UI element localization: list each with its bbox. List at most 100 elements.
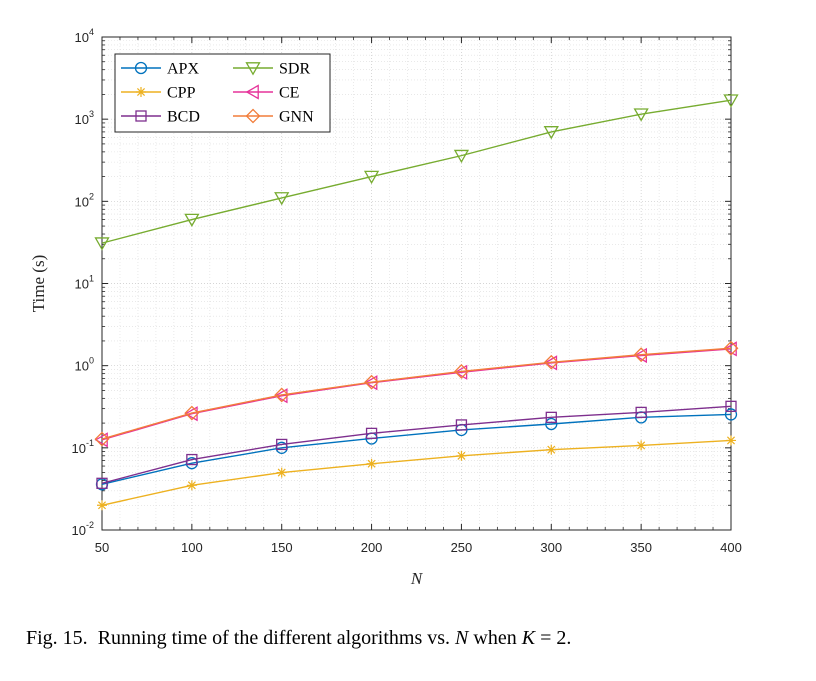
y-tick-label: 102 — [75, 191, 94, 209]
caption-var-n: N — [455, 627, 469, 649]
y-tick-exponent: 4 — [89, 27, 94, 37]
series — [94, 94, 739, 511]
data-point — [723, 94, 739, 108]
data-point — [94, 237, 110, 251]
legend: APX CPP BCD SDR CE GNN — [114, 53, 331, 133]
y-tick-base: 10 — [75, 277, 89, 292]
series-apx — [95, 408, 738, 491]
data-point — [636, 440, 647, 451]
y-tick-exponent: 1 — [89, 274, 94, 284]
data-point — [276, 438, 288, 451]
data-point — [245, 84, 259, 100]
data-point — [134, 61, 148, 75]
x-tick-label: 400 — [720, 540, 742, 555]
caption-var-k: K — [521, 627, 536, 649]
data-point — [96, 477, 108, 489]
y-tick-exponent: 2 — [89, 191, 94, 201]
y-tick-base: 10 — [72, 441, 86, 456]
y-axis-label: Time (s) — [29, 255, 48, 312]
data-point — [454, 364, 469, 379]
y-tick-exponent: 3 — [89, 109, 94, 119]
caption-eq: = — [540, 627, 552, 649]
tick-marks — [101, 36, 732, 531]
y-tick-base: 10 — [75, 30, 89, 45]
data-point — [545, 411, 557, 423]
y-tick-label: 100 — [75, 356, 94, 374]
data-point — [633, 108, 649, 122]
x-tick-label: 50 — [95, 540, 109, 555]
series-cpp — [97, 435, 736, 511]
series-line — [101, 99, 732, 244]
legend-label: BCD — [167, 109, 200, 126]
data-point — [366, 458, 377, 469]
data-point — [543, 126, 559, 140]
data-point — [276, 467, 287, 478]
y-tick-label: 104 — [75, 27, 94, 45]
chart: 50 100 150 200 250 300 350 400 10-210-110010110… — [29, 27, 742, 588]
y-tick-base: 10 — [75, 194, 89, 209]
series-line — [101, 348, 732, 441]
data-point — [186, 453, 198, 466]
legend-label: CE — [279, 85, 299, 102]
x-tick-label: 200 — [361, 540, 383, 555]
legend-box — [114, 53, 331, 133]
figure-caption: Fig. 15. Running time of the different a… — [26, 627, 806, 650]
series-gnn — [94, 340, 739, 447]
x-tick-labels: 50 100 150 200 250 300 350 400 — [95, 540, 742, 555]
data-point — [135, 110, 147, 122]
y-tick-label: 10-2 — [72, 520, 94, 538]
series-line — [101, 413, 732, 485]
data-point — [245, 62, 261, 76]
series-sdr — [94, 94, 739, 251]
data-point — [456, 450, 467, 461]
y-tick-exponent: -1 — [86, 438, 94, 448]
y-tick-base: 10 — [75, 112, 89, 127]
data-point — [184, 213, 200, 228]
series-bcd — [96, 400, 737, 489]
data-point — [274, 192, 290, 206]
legend-label: GNN — [279, 109, 314, 126]
x-tick-label: 350 — [630, 540, 652, 555]
grid — [101, 36, 732, 531]
x-tick-label: 250 — [451, 540, 473, 555]
data-point — [136, 87, 146, 97]
y-tick-base: 10 — [72, 523, 86, 538]
data-point — [546, 444, 557, 455]
series-line — [101, 439, 732, 506]
data-point — [97, 500, 107, 511]
data-point — [184, 405, 200, 421]
y-tick-exponent: -2 — [86, 520, 94, 530]
x-tick-label: 150 — [271, 540, 293, 555]
data-point — [364, 374, 379, 390]
data-point — [726, 435, 736, 446]
data-point — [635, 406, 647, 419]
data-point — [245, 108, 261, 124]
legend-item-gnn: GNN — [233, 109, 314, 126]
legend-item-bcd: BCD — [121, 109, 200, 126]
series-line — [101, 405, 732, 484]
data-point — [724, 408, 738, 421]
caption-prefix: Fig. 15. — [26, 627, 88, 649]
legend-item-apx: APX — [121, 61, 199, 78]
caption-when: when — [473, 627, 517, 649]
data-point — [186, 480, 197, 491]
data-point — [725, 400, 737, 412]
y-tick-exponent: 0 — [89, 356, 94, 366]
x-tick-label: 300 — [540, 540, 562, 555]
caption-value: 2. — [556, 627, 572, 649]
legend-item-cpp: CPP — [121, 85, 196, 102]
x-axis-label: N — [410, 569, 424, 588]
x-tick-label: 100 — [181, 540, 203, 555]
legend-item-ce: CE — [233, 84, 299, 102]
data-point — [363, 170, 380, 185]
y-tick-label: 101 — [75, 274, 94, 292]
data-point — [633, 347, 649, 363]
caption-text: Running time of the different algorithms… — [97, 627, 451, 649]
data-point — [543, 354, 559, 370]
data-point — [365, 427, 378, 440]
y-tick-base: 10 — [75, 359, 89, 374]
data-point — [723, 340, 739, 356]
y-tick-label: 103 — [75, 109, 94, 127]
data-point — [94, 431, 110, 447]
